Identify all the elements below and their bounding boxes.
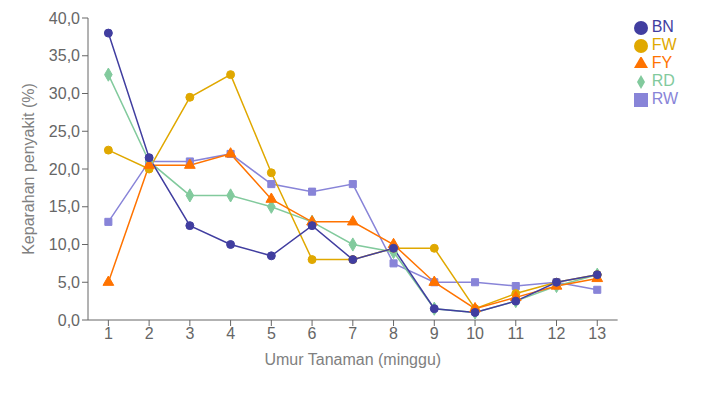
svg-text:11: 11 bbox=[507, 325, 524, 342]
html-text:BN: BN bbox=[651, 18, 674, 35]
svg-text:10,0: 10,0 bbox=[49, 236, 80, 253]
html-text:FY: FY bbox=[651, 54, 673, 71]
svg-text:1: 1 bbox=[104, 325, 113, 342]
svg-text:20,0: 20,0 bbox=[49, 161, 80, 178]
svg-text:7: 7 bbox=[348, 325, 357, 342]
svg-text:0,0: 0,0 bbox=[58, 312, 80, 329]
svg-text:3: 3 bbox=[185, 325, 194, 342]
html-text:FW: FW bbox=[651, 36, 677, 53]
svg-text:6: 6 bbox=[308, 325, 317, 342]
svg-text:2: 2 bbox=[145, 325, 154, 342]
html-text:RD: RD bbox=[651, 72, 675, 89]
svg-text:35,0: 35,0 bbox=[49, 47, 80, 64]
svg-text:10: 10 bbox=[466, 325, 484, 342]
svg-text:8: 8 bbox=[389, 325, 398, 342]
svg-text:5,0: 5,0 bbox=[58, 274, 80, 291]
svg-text:12: 12 bbox=[548, 325, 566, 342]
svg-text:30,0: 30,0 bbox=[49, 85, 80, 102]
svg-text:25,0: 25,0 bbox=[49, 123, 80, 140]
svg-text:5: 5 bbox=[267, 325, 276, 342]
html-text:RW: RW bbox=[651, 90, 678, 107]
svg-text:40,0: 40,0 bbox=[49, 10, 80, 27]
svg-text:Keparahan penyakit (%): Keparahan penyakit (%) bbox=[20, 83, 37, 255]
svg-text:13: 13 bbox=[588, 325, 606, 342]
svg-text:9: 9 bbox=[430, 325, 439, 342]
svg-text:15,0: 15,0 bbox=[49, 198, 80, 215]
svg-text:4: 4 bbox=[226, 325, 235, 342]
svg-text:Umur Tanaman (minggu): Umur Tanaman (minggu) bbox=[264, 351, 441, 368]
